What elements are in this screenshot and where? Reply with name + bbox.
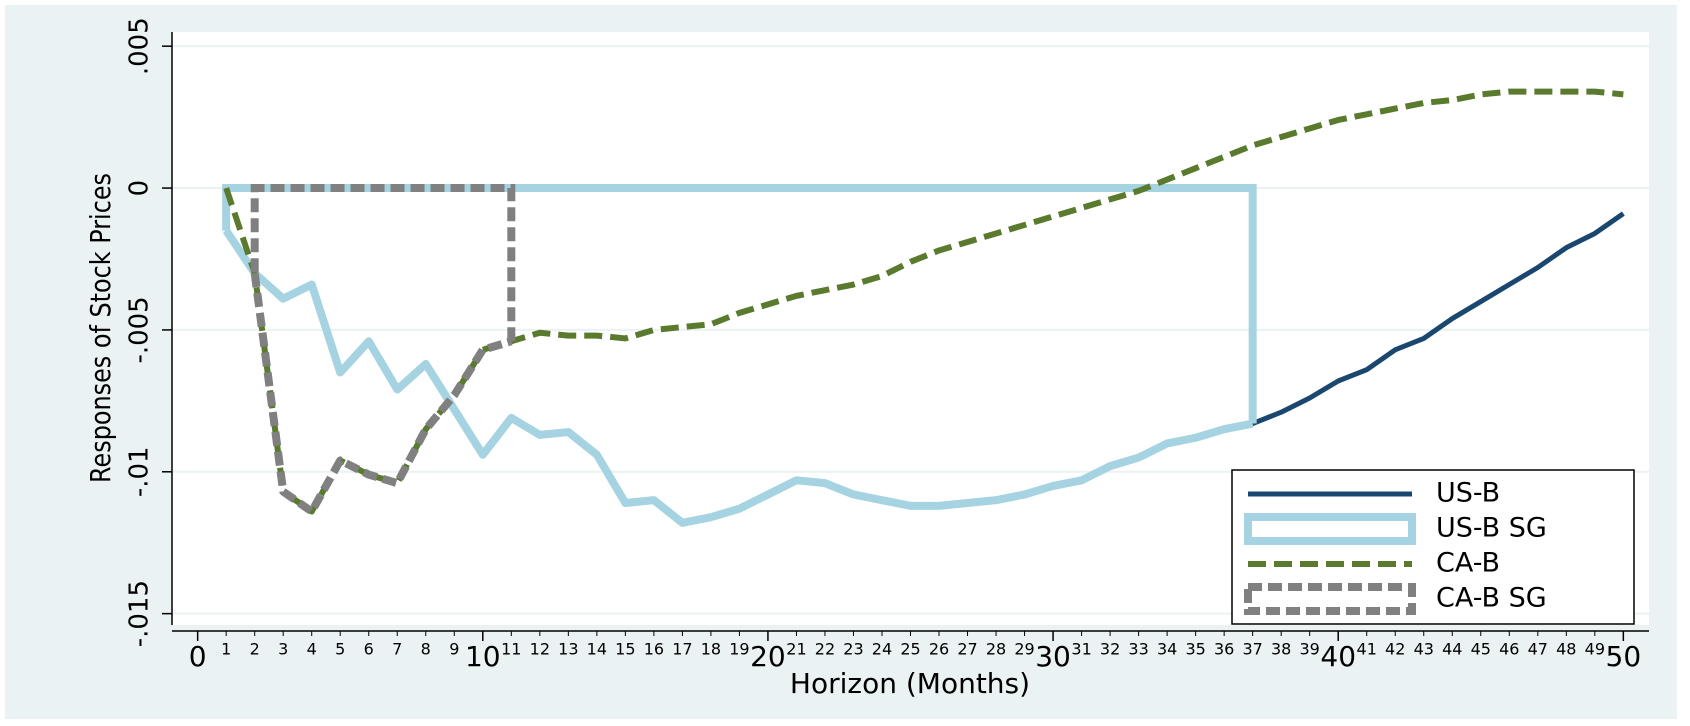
x-minor-tick-label: 2: [250, 640, 260, 659]
area-line: [222, 228, 1254, 527]
x-minor-tick-label: 6: [364, 640, 374, 659]
x-minor-tick-label: 24: [872, 640, 892, 659]
x-tick-label: 10: [465, 640, 501, 673]
legend-label: CA-B SG: [1436, 583, 1547, 614]
x-axis-title: Horizon (Months): [790, 667, 1030, 700]
legend-swatch: [1244, 583, 1416, 615]
x-minor-tick-label: 4: [307, 640, 317, 659]
x-minor-tick-label: 33: [1128, 640, 1148, 659]
x-minor-tick-label: 1: [221, 640, 231, 659]
x-minor-tick-label: 43: [1414, 640, 1434, 659]
x-minor-tick-label: 12: [530, 640, 550, 659]
x-minor-tick-label: 48: [1556, 640, 1576, 659]
x-minor-tick-label: 29: [1014, 640, 1034, 659]
x-minor-tick-label: 17: [672, 640, 692, 659]
y-tick-label: -.015: [125, 580, 155, 647]
x-minor-tick-label: 11: [501, 640, 521, 659]
x-minor-tick-label: 35: [1185, 640, 1205, 659]
x-tick-label: 0: [189, 640, 207, 673]
x-minor-tick-label: 25: [900, 640, 920, 659]
x-minor-tick-label: 18: [701, 640, 721, 659]
legend-swatch: [1244, 513, 1416, 545]
x-minor-tick-label: 34: [1157, 640, 1177, 659]
x-minor-tick-label: 45: [1471, 640, 1491, 659]
x-minor-tick-label: 31: [1071, 640, 1091, 659]
x-minor-tick-label: 36: [1214, 640, 1234, 659]
x-minor-tick-label: 19: [729, 640, 749, 659]
y-tick-label: -.005: [125, 296, 155, 363]
x-minor-tick-label: 27: [957, 640, 977, 659]
x-minor-tick-label: 14: [587, 640, 607, 659]
x-minor-tick-label: 23: [843, 640, 863, 659]
x-minor-tick-label: 15: [615, 640, 635, 659]
x-minor-tick-label: 8: [421, 640, 431, 659]
x-minor-tick-label: 32: [1100, 640, 1120, 659]
y-tick-label: -.01: [125, 446, 155, 497]
area-line: [250, 272, 513, 516]
x-minor-tick-label: 22: [815, 640, 835, 659]
legend-label: US-B: [1436, 478, 1500, 509]
y-tick-label: 0: [125, 180, 155, 197]
legend-label: CA-B: [1436, 548, 1500, 579]
area-edge: [250, 184, 516, 342]
x-minor-tick-label: 28: [986, 640, 1006, 659]
x-minor-tick-label: 41: [1357, 640, 1377, 659]
x-minor-tick-label: 21: [786, 640, 806, 659]
x-tick-label: 30: [1035, 640, 1071, 673]
x-minor-tick-label: 16: [644, 640, 664, 659]
x-minor-tick-label: 7: [392, 640, 402, 659]
x-minor-tick-label: 46: [1499, 640, 1519, 659]
x-tick-label: 50: [1606, 640, 1642, 673]
legend-label: US-B SG: [1436, 513, 1547, 544]
x-minor-tick-label: 42: [1385, 640, 1405, 659]
area-edge: [222, 184, 1257, 424]
x-minor-tick-label: 44: [1442, 640, 1462, 659]
y-tick-label: .005: [125, 17, 155, 75]
x-minor-tick-label: 37: [1242, 640, 1262, 659]
x-minor-tick-label: 3: [278, 640, 288, 659]
x-tick-label: 40: [1320, 640, 1356, 673]
x-minor-tick-label: 5: [335, 640, 345, 659]
x-minor-tick-label: 49: [1585, 640, 1605, 659]
x-minor-tick-label: 39: [1300, 640, 1320, 659]
x-minor-tick-label: 13: [558, 640, 578, 659]
y-axis-title: Responses of Stock Prices: [84, 173, 117, 483]
x-minor-tick-label: 9: [449, 640, 459, 659]
x-minor-tick-label: 26: [929, 640, 949, 659]
x-minor-tick-label: 47: [1528, 640, 1548, 659]
x-minor-tick-label: 38: [1271, 640, 1291, 659]
x-tick-label: 20: [750, 640, 786, 673]
